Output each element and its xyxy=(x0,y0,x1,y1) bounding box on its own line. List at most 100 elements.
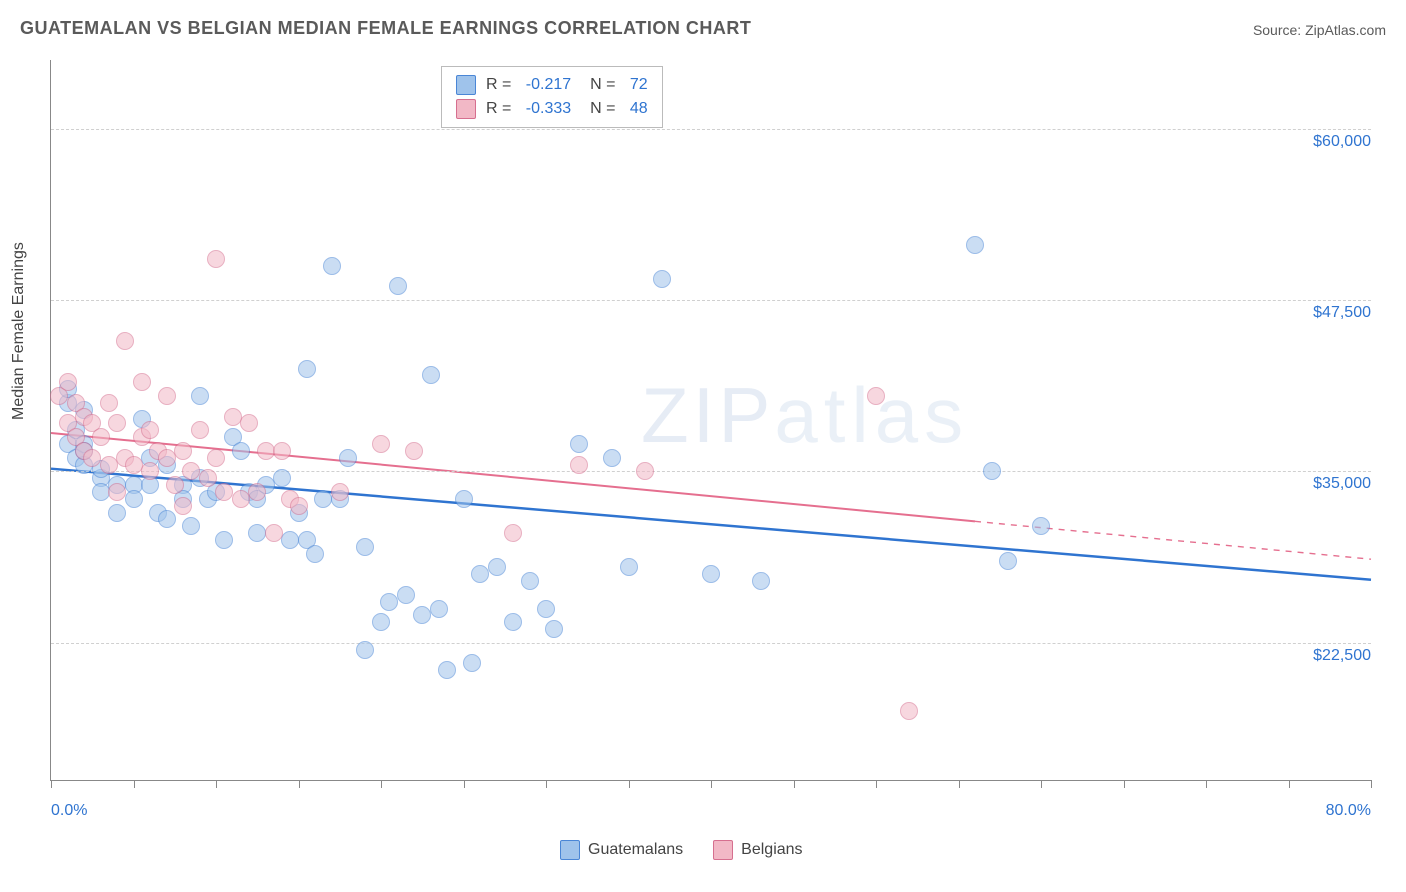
data-point-guatemalans xyxy=(430,600,448,618)
x-tick xyxy=(381,780,382,788)
data-point-guatemalans xyxy=(397,586,415,604)
data-point-guatemalans xyxy=(413,606,431,624)
y-tick-label: $35,000 xyxy=(1291,475,1371,493)
x-min-label: 0.0% xyxy=(51,802,87,820)
data-point-guatemalans xyxy=(215,531,233,549)
data-point-belgians xyxy=(290,497,308,515)
x-tick xyxy=(1289,780,1290,788)
data-point-belgians xyxy=(141,421,159,439)
data-point-belgians xyxy=(900,702,918,720)
data-point-guatemalans xyxy=(125,490,143,508)
x-tick xyxy=(1371,780,1372,788)
x-tick xyxy=(1206,780,1207,788)
data-point-belgians xyxy=(248,483,266,501)
data-point-guatemalans xyxy=(983,462,1001,480)
grid-line xyxy=(51,643,1371,644)
data-point-guatemalans xyxy=(471,565,489,583)
data-point-guatemalans xyxy=(314,490,332,508)
data-point-belgians xyxy=(166,476,184,494)
data-point-guatemalans xyxy=(108,504,126,522)
stat-r-label: R = xyxy=(486,100,516,118)
data-point-guatemalans xyxy=(306,545,324,563)
swatch-belgians xyxy=(456,99,476,119)
data-point-belgians xyxy=(174,442,192,460)
stat-r-value: -0.333 xyxy=(526,100,571,118)
data-point-guatemalans xyxy=(339,449,357,467)
data-point-guatemalans xyxy=(356,538,374,556)
x-tick xyxy=(1124,780,1125,788)
stat-n-value: 48 xyxy=(630,100,648,118)
data-point-guatemalans xyxy=(92,483,110,501)
data-point-belgians xyxy=(191,421,209,439)
data-point-belgians xyxy=(108,483,126,501)
data-point-belgians xyxy=(100,394,118,412)
source-label: Source: ZipAtlas.com xyxy=(1253,22,1386,38)
data-point-guatemalans xyxy=(603,449,621,467)
data-point-belgians xyxy=(59,373,77,391)
data-point-guatemalans xyxy=(504,613,522,631)
data-point-belgians xyxy=(207,449,225,467)
data-point-belgians xyxy=(199,469,217,487)
data-point-belgians xyxy=(100,456,118,474)
data-point-belgians xyxy=(232,490,250,508)
data-point-belgians xyxy=(405,442,423,460)
data-point-belgians xyxy=(504,524,522,542)
stat-r-label: R = xyxy=(486,76,516,94)
data-point-guatemalans xyxy=(999,552,1017,570)
data-point-belgians xyxy=(158,449,176,467)
legend-item-belgians: Belgians xyxy=(713,840,802,860)
x-tick xyxy=(959,780,960,788)
legend-series: Guatemalans Belgians xyxy=(560,840,803,860)
legend-stats: R = -0.217 N = 72R = -0.333 N = 48 xyxy=(441,66,663,128)
stat-n-label: N = xyxy=(581,100,620,118)
data-point-guatemalans xyxy=(191,387,209,405)
data-point-guatemalans xyxy=(620,558,638,576)
data-point-guatemalans xyxy=(966,236,984,254)
x-tick xyxy=(299,780,300,788)
data-point-guatemalans xyxy=(463,654,481,672)
data-point-guatemalans xyxy=(438,661,456,679)
data-point-guatemalans xyxy=(752,572,770,590)
swatch-belgians xyxy=(713,840,733,860)
data-point-guatemalans xyxy=(455,490,473,508)
data-point-belgians xyxy=(265,524,283,542)
swatch-guatemalans xyxy=(456,75,476,95)
data-point-guatemalans xyxy=(653,270,671,288)
data-point-belgians xyxy=(116,332,134,350)
data-point-belgians xyxy=(141,462,159,480)
data-point-belgians xyxy=(174,497,192,515)
data-point-belgians xyxy=(273,442,291,460)
stat-n-label: N = xyxy=(581,76,620,94)
data-point-guatemalans xyxy=(570,435,588,453)
data-point-guatemalans xyxy=(422,366,440,384)
data-point-belgians xyxy=(158,387,176,405)
x-tick xyxy=(216,780,217,788)
data-point-guatemalans xyxy=(182,517,200,535)
data-point-belgians xyxy=(224,408,242,426)
legend-stats-row-belgians: R = -0.333 N = 48 xyxy=(456,97,648,121)
y-tick-label: $47,500 xyxy=(1291,304,1371,322)
legend-item-guatemalans: Guatemalans xyxy=(560,840,683,860)
x-tick xyxy=(794,780,795,788)
data-point-belgians xyxy=(182,462,200,480)
data-point-belgians xyxy=(636,462,654,480)
grid-line xyxy=(51,471,1371,472)
y-axis-label: Median Female Earnings xyxy=(10,242,28,420)
data-point-guatemalans xyxy=(248,524,266,542)
legend-label: Belgians xyxy=(741,841,802,859)
x-max-label: 80.0% xyxy=(1326,802,1371,820)
grid-line xyxy=(51,129,1371,130)
x-tick xyxy=(711,780,712,788)
x-tick xyxy=(464,780,465,788)
chart-title: GUATEMALAN VS BELGIAN MEDIAN FEMALE EARN… xyxy=(20,18,751,39)
data-point-guatemalans xyxy=(521,572,539,590)
x-tick xyxy=(134,780,135,788)
x-tick xyxy=(546,780,547,788)
grid-line xyxy=(51,300,1371,301)
data-point-belgians xyxy=(83,449,101,467)
data-point-guatemalans xyxy=(537,600,555,618)
data-point-guatemalans xyxy=(273,469,291,487)
x-tick xyxy=(1041,780,1042,788)
data-point-guatemalans xyxy=(372,613,390,631)
data-point-belgians xyxy=(133,373,151,391)
